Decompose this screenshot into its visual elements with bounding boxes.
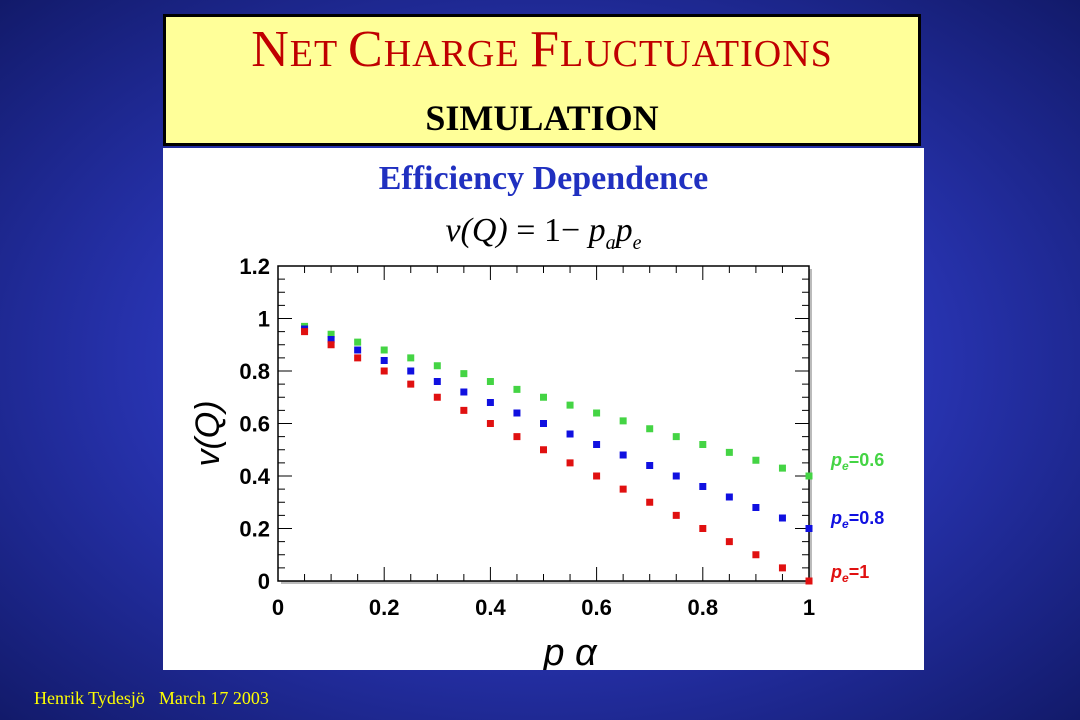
data-point: [619, 417, 627, 425]
data-point: [593, 409, 601, 417]
scatter-chart: 0 0.2 0.4 0.6 0.8 1 1.2 0 0.2 0.4 0.6 0.8 1 p α v(Q) pe…: [189, 254, 884, 670]
data-point: [752, 456, 760, 464]
x-tick-label: 0.4: [475, 595, 506, 620]
data-point: [593, 472, 601, 480]
data-point: [354, 354, 362, 362]
data-point: [672, 472, 680, 480]
data-point: [486, 399, 494, 406]
data-point: [460, 388, 468, 396]
data-point: [805, 525, 813, 532]
data-point: [301, 328, 309, 336]
footer: Henrik Tydesjö March 17 2003: [34, 688, 283, 709]
data-point: [460, 406, 468, 414]
y-tick-label: 0.8: [239, 359, 270, 384]
data-point: [672, 511, 680, 519]
data-point: [619, 485, 627, 493]
title-part: LUCTUATIONS: [560, 33, 833, 75]
x-tick-label: 0: [272, 595, 284, 620]
data-point: [699, 525, 707, 532]
formula-p2-sub: e: [632, 231, 642, 254]
data-point: [778, 464, 786, 472]
title-banner: NET CHARGE FLUCTUATIONS SIMULATION: [163, 14, 921, 146]
data-point: [327, 336, 335, 343]
data-point: [407, 354, 415, 362]
data-point: [725, 538, 733, 546]
y-tick-label: 0: [258, 569, 270, 594]
data-point: [513, 433, 521, 441]
data-point: [646, 462, 654, 469]
formula-p1: p: [588, 212, 606, 249]
data-point: [566, 459, 574, 467]
slide-subtitle: SIMULATION: [425, 98, 659, 138]
data-point: [327, 341, 335, 349]
x-tick-label: 0.8: [688, 595, 719, 620]
chart-heading: Efficiency Dependence: [378, 160, 709, 197]
y-axis-label: v(Q): [189, 400, 227, 466]
data-point: [672, 433, 680, 441]
data-point: [593, 441, 601, 448]
data-point: [646, 498, 654, 506]
data-point: [513, 409, 521, 417]
data-point: [778, 564, 786, 572]
title-part: N: [251, 21, 290, 78]
data-point: [354, 346, 362, 354]
data-point: [327, 330, 335, 338]
formula-lhs: v(Q): [445, 212, 508, 249]
data-point: [725, 448, 733, 456]
data-point: [354, 338, 362, 346]
title-part: HARGE: [383, 33, 531, 75]
data-point: [380, 346, 388, 354]
data-point: [725, 493, 733, 501]
x-tick-label: 1: [803, 595, 815, 620]
data-point: [407, 367, 415, 375]
data-point: [380, 357, 388, 364]
x-tick-label: 0.6: [581, 595, 612, 620]
data-point: [513, 385, 521, 393]
y-tick-label: 1.2: [239, 254, 270, 279]
data-point: [540, 393, 547, 401]
footer-author: Henrik Tydesjö: [34, 688, 145, 708]
data-point: [619, 451, 627, 459]
data-point: [460, 370, 468, 378]
legend-entry: pe=0.6: [830, 450, 884, 473]
formula: v(Q) = 1− pape: [163, 212, 924, 255]
data-point: [805, 472, 813, 480]
formula-p2: p: [615, 212, 633, 249]
data-point: [486, 378, 494, 385]
x-axis-label: p α: [542, 632, 598, 670]
data-point: [752, 551, 760, 559]
data-point: [540, 420, 547, 427]
data-point: [778, 514, 786, 522]
y-tick-label: 0.4: [239, 464, 270, 489]
title-part: F: [530, 21, 561, 78]
data-point: [699, 441, 707, 448]
formula-p1-sub: a: [605, 231, 616, 254]
footer-date: March 17 2003: [158, 688, 269, 708]
title-part: ET: [289, 33, 349, 75]
data-point: [433, 393, 441, 401]
y-tick-label: 0.2: [239, 517, 270, 542]
data-point: [752, 504, 760, 511]
data-point: [380, 367, 388, 375]
slide-title: NET CHARGE FLUCTUATIONS: [166, 24, 918, 77]
data-point: [540, 446, 547, 454]
legend-entry: pe=1: [830, 562, 869, 585]
y-tick-label: 1: [258, 307, 270, 332]
data-point: [433, 378, 441, 385]
data-point: [566, 430, 574, 438]
data-point: [486, 420, 494, 427]
data-point: [646, 425, 654, 433]
data-point: [699, 483, 707, 490]
data-point: [407, 380, 415, 388]
legend-entry: pe=0.8: [830, 508, 884, 531]
data-point: [566, 401, 574, 409]
x-tick-label: 0.2: [369, 595, 400, 620]
data-point: [433, 362, 441, 370]
data-point: [805, 577, 813, 585]
title-part: C: [348, 21, 384, 78]
y-tick-label: 0.6: [239, 412, 270, 437]
formula-eq: = 1−: [507, 212, 589, 249]
